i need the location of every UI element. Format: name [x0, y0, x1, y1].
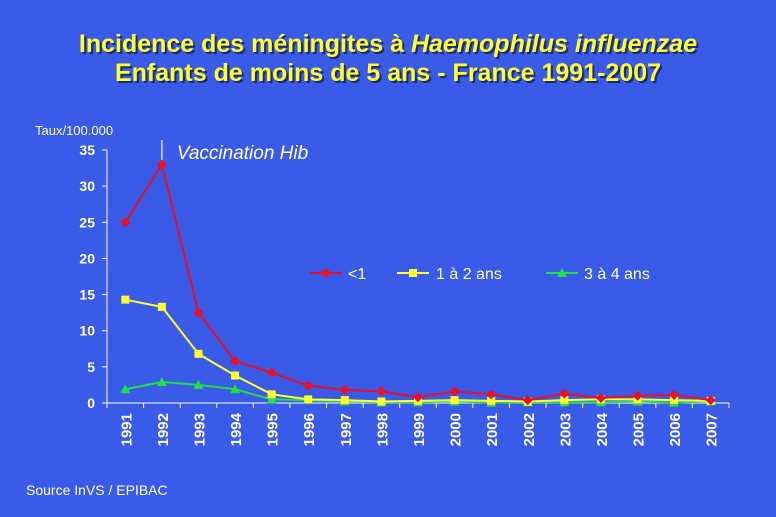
data-point: [231, 371, 240, 380]
data-point: [670, 396, 679, 405]
data-point: [595, 392, 606, 403]
data-point: [156, 377, 167, 387]
annotation-label: Vaccination Hib: [177, 143, 308, 164]
x-tick-label: 2003: [557, 413, 574, 446]
chart-marks: Vaccination Hib: [120, 140, 716, 407]
data-point: [230, 356, 241, 367]
data-point: [450, 396, 459, 405]
title-line-1-italic: Haemophilus influenzae: [410, 30, 698, 58]
title-line-2: Enfants de moins de 5 ans - France 1991-…: [114, 59, 662, 87]
legend-item: 3 à 4 ans: [546, 266, 650, 283]
y-tick-label: 15: [79, 287, 95, 303]
data-point: [705, 395, 716, 406]
data-point: [560, 396, 569, 405]
y-tick-label: 5: [87, 359, 95, 375]
data-point: [340, 396, 349, 405]
data-point: [413, 392, 423, 403]
x-tick-label: 1998: [374, 413, 391, 446]
y-axis-title: Taux/100.000: [35, 123, 113, 138]
data-point: [193, 379, 204, 389]
y-tick-label: 0: [87, 395, 95, 411]
data-point: [559, 388, 570, 399]
y-tick-label: 30: [79, 178, 95, 194]
y-tick-label: 25: [79, 214, 95, 230]
y-tick-label: 35: [79, 142, 95, 158]
x-tick-label: 1995: [265, 413, 282, 446]
source-note: Source InVS / EPIBAC: [26, 482, 168, 498]
data-point: [121, 295, 130, 304]
data-point: [449, 386, 460, 397]
title-line-1: Incidence des méningites à Haemophilus i…: [0, 30, 776, 59]
data-point: [486, 389, 497, 400]
x-tick-label: 1992: [155, 413, 172, 446]
x-tick-label: 2007: [704, 413, 721, 446]
data-point: [377, 397, 386, 406]
x-tick-label: 2000: [448, 413, 465, 446]
legend-marker: [557, 268, 567, 277]
series-1: [120, 159, 716, 406]
data-point: [194, 349, 203, 358]
chart-title: Incidence des méningites à Haemophilus i…: [0, 30, 776, 88]
legend-label: <1: [348, 266, 366, 283]
series-1-2-ans: [121, 295, 715, 406]
data-point: [376, 386, 387, 397]
chart-axes: 0 5 10 15 20 25 30 35 1991 1992 1993 1994 1995 1996 19…: [35, 123, 730, 446]
data-point: [157, 302, 166, 311]
data-point: [522, 395, 533, 406]
legend-item: <1: [310, 266, 366, 283]
data-point: [487, 396, 496, 405]
x-tick-label: 1991: [118, 413, 135, 446]
data-point: [304, 395, 313, 404]
x-tick-label: 2002: [521, 413, 538, 446]
legend-marker: [321, 268, 331, 278]
data-point: [120, 217, 131, 228]
data-point: [267, 390, 276, 399]
data-point: [120, 384, 131, 394]
chart-legend: <1 1 à 2 ans 3 à 4 ans: [310, 266, 650, 283]
data-point: [156, 159, 167, 170]
data-point: [266, 367, 277, 378]
legend-label: 3 à 4 ans: [584, 266, 650, 283]
x-tick-label: 2006: [667, 413, 684, 446]
x-tick-label: 1993: [191, 413, 208, 446]
x-tick-label: 2001: [484, 413, 501, 446]
title-line-1-text: Incidence des méningites à: [78, 30, 411, 58]
legend-item: 1 à 2 ans: [397, 266, 502, 283]
x-tick-label: 1999: [411, 413, 428, 446]
data-point: [230, 384, 241, 394]
data-point: [193, 307, 204, 318]
x-tick-label: 2004: [594, 412, 611, 446]
legend-marker: [409, 269, 417, 277]
x-tick-label: 1994: [228, 412, 245, 446]
data-point: [303, 380, 314, 391]
x-tick-label: 1997: [338, 413, 355, 446]
data-point: [632, 390, 643, 401]
x-tick-label: 2005: [631, 413, 648, 446]
y-tick-label: 10: [79, 323, 95, 339]
data-point: [669, 390, 680, 401]
y-tick-label: 20: [79, 250, 95, 266]
x-tick-label: 1996: [301, 413, 318, 446]
data-point: [266, 394, 277, 404]
legend-label: 1 à 2 ans: [436, 266, 502, 283]
data-point: [339, 384, 350, 395]
